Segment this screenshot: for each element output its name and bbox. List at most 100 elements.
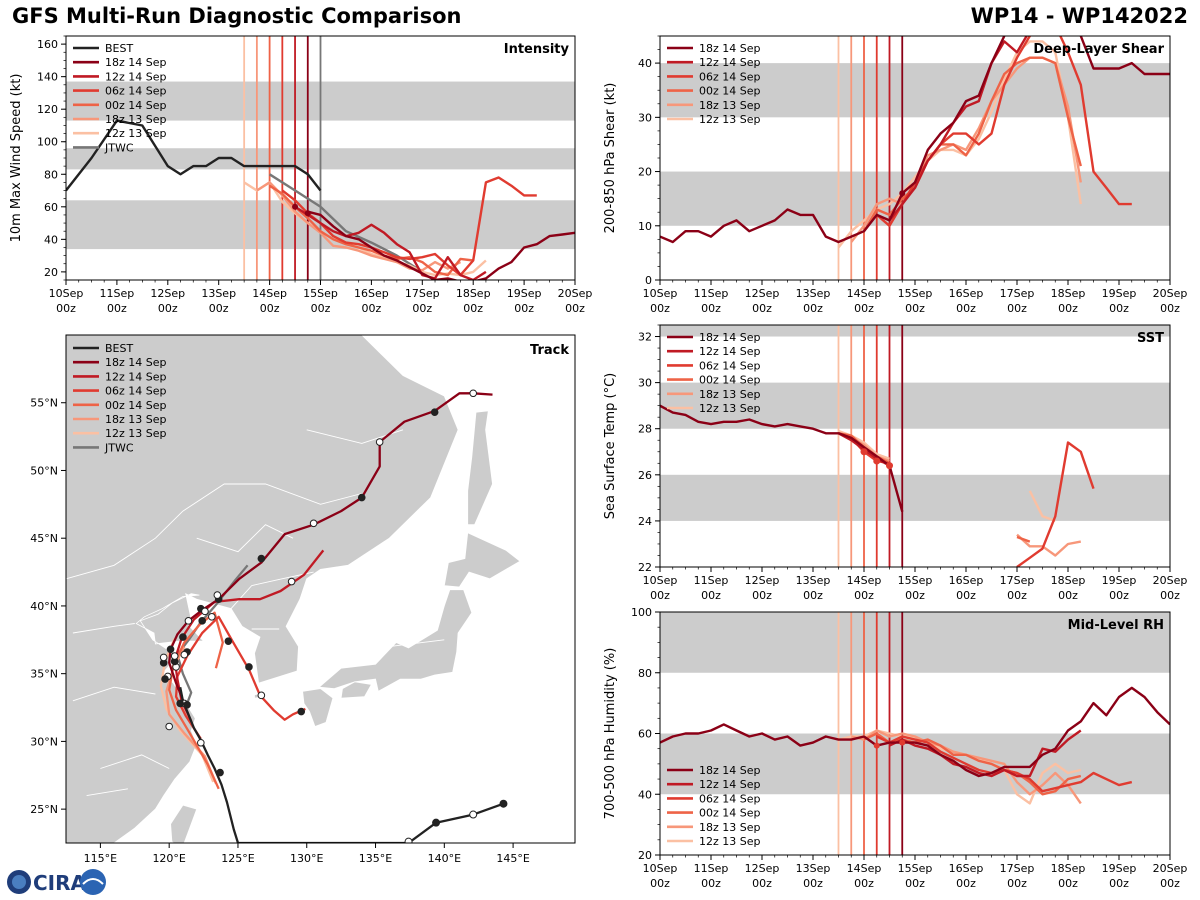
track-marker-2-0 <box>176 699 184 708</box>
rh-xtick-label-0: 10Sep 00z <box>643 862 678 890</box>
sst-ylabel: Sea Surface Temp (°C) <box>603 373 618 520</box>
sst-plot-area <box>660 325 1170 567</box>
track-marker-1-4 <box>245 663 253 671</box>
intensity-legend-label-0: BEST <box>105 42 133 55</box>
rh-ytick-label-2: 60 <box>638 728 652 741</box>
shear-data-layer <box>660 36 1170 280</box>
intensity-ytick-label-2: 60 <box>44 201 58 214</box>
track-marker-0-2 <box>184 617 193 625</box>
shear-xtick-label-7: 17Sep 00z <box>1000 287 1035 315</box>
shear-title: Deep-Layer Shear <box>1033 42 1164 57</box>
sst-series-06z-14-Sep-b <box>1016 441 1095 567</box>
rh-legend-label-3: 00z 14 Sep <box>699 807 761 820</box>
sst-band-2 <box>660 325 1170 337</box>
shear-marker <box>899 190 906 197</box>
land-7 <box>170 804 198 843</box>
track-legend-label-6: 12z 13 Sep <box>105 427 167 440</box>
track-18z-14-Sep <box>168 392 493 704</box>
shear-ytick-label-3: 30 <box>638 111 652 124</box>
lat-tick-label-1: 30°N <box>30 735 58 748</box>
shear-xtick-label-10: 20Sep 00z <box>1153 287 1188 315</box>
sst-legend-label-4: 18z 13 Sep <box>699 388 761 401</box>
intensity-series-18z-14-Sep <box>307 210 575 280</box>
sst-ytick-label-5: 32 <box>638 331 652 344</box>
shear-legend-label-1: 12z 14 Sep <box>699 56 761 69</box>
rh-xtick-label-3: 13Sep 00z <box>796 862 831 890</box>
sst-legend-label-1: 12z 14 Sep <box>699 345 761 358</box>
sst-xtick-label-6: 16Sep 00z <box>949 574 984 602</box>
rh-xtick-label-7: 17Sep 00z <box>1000 862 1035 890</box>
intensity-series-12z-14-Sep <box>294 205 487 280</box>
logo-text: CIRA <box>33 871 87 895</box>
intensity-title: Intensity <box>504 42 570 57</box>
shear-xtick-label-2: 12Sep 00z <box>745 287 780 315</box>
track-marker-0-6 <box>357 493 366 502</box>
intensity-ytick-label-0: 20 <box>44 266 58 279</box>
sst-xtick-label-7: 17Sep 00z <box>1000 574 1035 602</box>
track-marker-2-1 <box>213 591 222 599</box>
panel-shear: 0 10 20 30 40 10Sep 00z 11Sep 00z 12Sep 00z 13Sep 00… <box>603 35 1188 315</box>
track-marker-3-8 <box>170 652 179 660</box>
shear-ytick-label-2: 20 <box>638 166 652 179</box>
track-marker-0-5 <box>309 519 318 528</box>
sst-series-12z-13-Sep-b <box>1028 490 1056 523</box>
shear-legend-label-0: 18z 14 Sep <box>699 42 761 55</box>
rh-xtick-label-10: 20Sep 00z <box>1153 862 1188 890</box>
shear-xtick-label-6: 16Sep 00z <box>949 287 984 315</box>
rh-marker-1 <box>899 739 906 746</box>
rh-xtick-label-6: 16Sep 00z <box>949 862 984 890</box>
lat-tick-label-3: 40°N <box>30 600 58 613</box>
track-marker-0-1 <box>166 645 175 654</box>
intensity-series-06z-14-Sep <box>281 176 537 277</box>
track-marker-3-12 <box>179 633 187 641</box>
shear-series-06z-14-Sep <box>876 36 1132 228</box>
intensity-xtick-label-3: 13Sep 00z <box>201 287 236 315</box>
sst-xtick-label-0: 10Sep 00z <box>643 574 678 602</box>
border-6 <box>196 524 294 553</box>
shear-xtick-label-0: 10Sep 00z <box>643 287 678 315</box>
sst-xtick-label-9: 19Sep 00z <box>1102 574 1137 602</box>
lon-tick-label-1: 120°E <box>152 852 185 865</box>
sst-xtick-label-3: 13Sep 00z <box>796 574 831 602</box>
shear-xtick-label-3: 13Sep 00z <box>796 287 831 315</box>
best-marker-1 <box>469 810 478 819</box>
track-marker-2-2 <box>287 577 296 586</box>
track-marker-3-1 <box>165 722 173 731</box>
rh-ytick-label-4: 100 <box>631 606 652 619</box>
track-marker-3-10 <box>208 612 216 621</box>
shear-xtick-label-8: 18Sep 00z <box>1051 287 1086 315</box>
sst-marker-2 <box>860 448 868 456</box>
lat-tick-label-5: 50°N <box>30 464 58 477</box>
land-1 <box>467 410 493 526</box>
lon-tick-label-6: 145°E <box>496 852 529 865</box>
sst-ytick-label-3: 28 <box>638 423 652 436</box>
shear-xtick-label-4: 14Sep 00z <box>847 287 882 315</box>
rh-band-1 <box>660 612 1170 673</box>
lat-tick-label-2: 35°N <box>30 668 58 681</box>
sst-marker-0 <box>886 462 893 470</box>
intensity-xtick-label-7: 17Sep 00z <box>405 287 440 315</box>
shear-xtick-label-9: 19Sep 00z <box>1102 287 1137 315</box>
panel-intensity: 20 40 60 80 100 120 140 160 10Sep 00z 11Sep 00z 12Se… <box>9 35 592 315</box>
intensity-xtick-label-9: 19Sep 00z <box>507 287 542 315</box>
rh-title: Mid-Level RH <box>1068 618 1164 633</box>
rh-ytick-label-1: 40 <box>638 788 652 801</box>
rh-ytick-label-3: 80 <box>638 667 652 680</box>
sst-xtick-label-2: 12Sep 00z <box>745 574 780 602</box>
sst-data-layer <box>660 325 1170 567</box>
rh-legend-label-1: 12z 14 Sep <box>699 778 761 791</box>
sst-xtick-label-10: 20Sep 00z <box>1153 574 1188 602</box>
best-marker-3 <box>404 837 413 843</box>
land-3 <box>443 532 521 588</box>
track-marker-0-9 <box>469 389 478 398</box>
intensity-legend-label-4: 00z 14 Sep <box>105 99 167 112</box>
intensity-data-layer <box>66 36 575 280</box>
storm-id: WP14 - WP142022 <box>970 4 1188 28</box>
shear-xtick-label-1: 11Sep 00z <box>694 287 729 315</box>
rh-legend-label-4: 18z 13 Sep <box>699 821 761 834</box>
sst-legend-label-5: 12z 13 Sep <box>699 402 761 415</box>
land-0 <box>66 335 459 843</box>
land-6 <box>302 688 334 728</box>
